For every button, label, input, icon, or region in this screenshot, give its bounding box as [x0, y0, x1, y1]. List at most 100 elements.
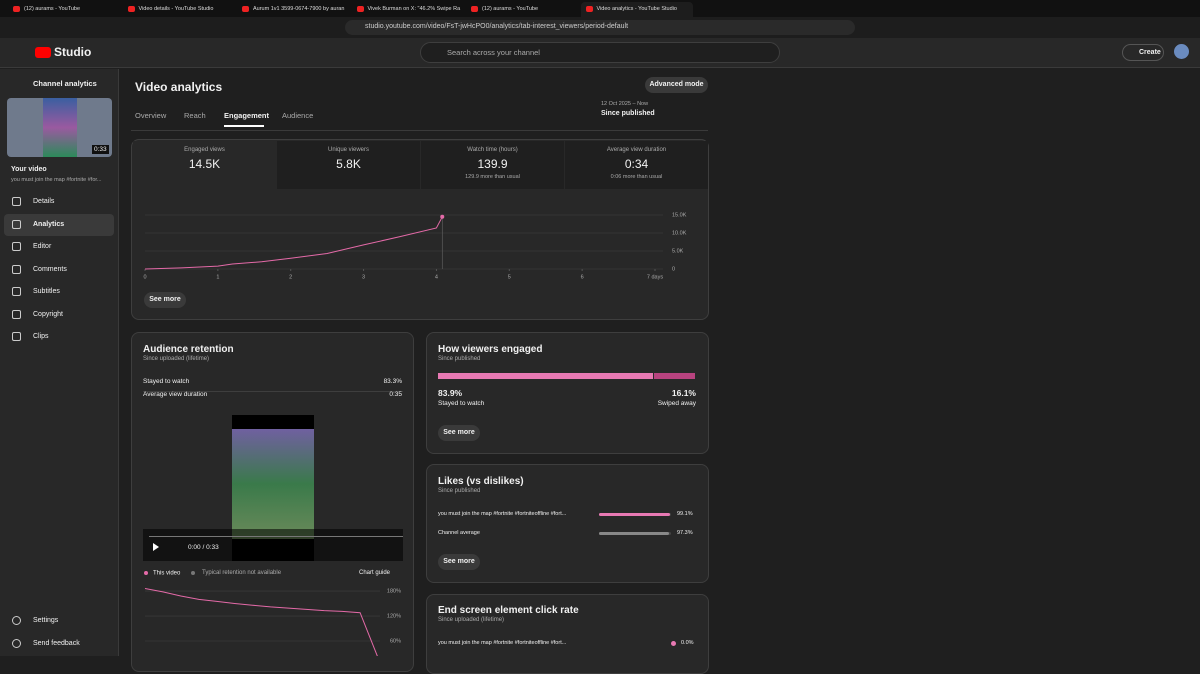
- nav-icon: [12, 332, 21, 341]
- nav-item[interactable]: Details: [33, 198, 55, 205]
- tab-title: Video details - YouTube Studio: [138, 6, 214, 12]
- logo[interactable]: Studio: [54, 45, 92, 59]
- player-time: 0:00 / 0:33: [188, 544, 219, 551]
- address-row: studio.youtube.com/video/FsT-jwHcPO0/ana…: [0, 17, 1200, 38]
- tab-favicon: [242, 6, 249, 12]
- search-placeholder: Search across your channel: [447, 48, 540, 57]
- engaged-card: How viewers engaged Since published See …: [426, 332, 709, 454]
- typical-note: Typical retention not available: [202, 570, 282, 576]
- nav-icon: [12, 197, 21, 206]
- page-tab[interactable]: Reach: [184, 111, 206, 120]
- row-label: Channel average: [438, 530, 480, 536]
- period[interactable]: Since published: [601, 110, 655, 117]
- avatar[interactable]: [1174, 44, 1189, 59]
- row-value: 83.3%: [383, 378, 402, 385]
- browser-tab[interactable]: (12) aurams - YouTube: [466, 2, 578, 17]
- card-subtitle: Since published: [438, 488, 481, 494]
- metric-value: 139.9: [477, 157, 508, 171]
- row-value: 0:35: [389, 391, 402, 398]
- nav-item[interactable]: Copyright: [33, 310, 63, 318]
- browser-tab[interactable]: Vivek Burman on X: "46.2% Swipe Ra: [352, 2, 464, 17]
- rate-dot: [671, 641, 676, 646]
- search-box[interactable]: [420, 42, 780, 63]
- value-label: 0.0%: [681, 640, 694, 646]
- see-more[interactable]: See more: [438, 554, 480, 570]
- scrubber[interactable]: [149, 536, 403, 537]
- page-tab[interactable]: Audience: [282, 111, 314, 120]
- card-subtitle: Since uploaded (lifetime): [438, 617, 505, 623]
- advanced-mode[interactable]: Advanced mode: [645, 77, 708, 93]
- row-label: you must join the map #fortnite #fortnit…: [438, 640, 567, 646]
- logo-icon[interactable]: [35, 47, 51, 58]
- page-title: Video analytics: [135, 80, 223, 94]
- page-tab[interactable]: Overview: [135, 111, 167, 120]
- browser-tab[interactable]: Video analytics - YouTube Studio: [580, 2, 693, 17]
- player-controls: 0:00 / 0:33: [143, 529, 403, 561]
- play-button[interactable]: [153, 543, 159, 551]
- nav-active: [4, 213, 114, 236]
- nav-item[interactable]: Clips: [33, 333, 49, 340]
- tab-favicon: [13, 6, 20, 12]
- tab-favicon: [127, 6, 135, 12]
- url: studio.youtube.com/video/FsT-jwHcPO0/ana…: [365, 23, 629, 30]
- browser-tab[interactable]: Video details - YouTube Studio: [123, 2, 235, 17]
- tab-title: Vivek Burman on X: "46.2% Swipe Ra: [367, 6, 461, 12]
- metric-note: 0:06 more than usual: [610, 174, 663, 180]
- metric-value: 5.8K: [336, 157, 361, 171]
- metric-tile[interactable]: Average view duration 0:34 0:06 more than …: [565, 141, 708, 189]
- tab-title: (12) aurams - YouTube: [24, 6, 81, 12]
- value-label: 99.1%: [677, 511, 693, 517]
- metric-value: 14.5K: [188, 157, 221, 171]
- card-title: Audience retention: [143, 344, 234, 355]
- browser-tab[interactable]: (12) aurams - YouTube: [8, 2, 120, 17]
- video-frame: [232, 429, 314, 539]
- metric-tile[interactable]: Engaged views 14.5K: [133, 141, 276, 189]
- value-label: 97.3%: [677, 530, 693, 536]
- chart-guide[interactable]: Chart guide: [359, 570, 391, 576]
- segment-label: Swiped away: [657, 400, 696, 407]
- card-title: Likes (vs dislikes): [438, 476, 524, 487]
- value-label: 83.9%: [438, 388, 463, 398]
- row-label: Stayed to watch: [143, 378, 190, 385]
- see-more[interactable]: See more: [144, 292, 186, 308]
- engaged-bar: [438, 373, 654, 379]
- metric-tile[interactable]: Watch time (hours) 139.9 129.9 more than u…: [421, 141, 564, 189]
- page-tab[interactable]: Engagement: [224, 111, 270, 120]
- nav-item[interactable]: Editor: [33, 243, 52, 250]
- nav-item[interactable]: Send feedback: [33, 639, 80, 647]
- studio-header: Studio Search across your channel Create: [0, 38, 1200, 68]
- browser-tab[interactable]: Aurum 1v1 3599-0674-7900 by auran: [237, 2, 349, 17]
- sidebar-title: Channel analytics: [33, 79, 97, 88]
- metric-tile[interactable]: Unique viewers 5.8K: [277, 141, 420, 189]
- card-title: How viewers engaged: [438, 344, 543, 355]
- sidebar: Channel analytics 0:33 Your video you mu…: [0, 69, 119, 656]
- metric-label: Watch time (hours): [467, 147, 518, 153]
- nav-icon: [12, 309, 21, 319]
- nav-item[interactable]: Analytics: [33, 220, 65, 228]
- row-label: you must join the map #fortnite #fortnit…: [438, 511, 567, 517]
- row-label: Average view duration: [143, 391, 208, 398]
- likes-bar: [599, 513, 671, 516]
- tab-title: (12) aurams - YouTube: [482, 6, 539, 12]
- create-button[interactable]: Create: [1122, 44, 1164, 61]
- address-bar[interactable]: [345, 20, 855, 35]
- tab-favicon: [356, 6, 364, 12]
- card-title: End screen element click rate: [438, 605, 579, 616]
- tab-favicon: [471, 6, 478, 12]
- end-screen-card: End screen element click rate Since uplo…: [426, 594, 709, 674]
- divider: [131, 130, 708, 131]
- nav-item[interactable]: Settings: [33, 617, 59, 624]
- nav-icon: [12, 638, 21, 648]
- metric-value: 0:34: [624, 157, 649, 171]
- value-label: 16.1%: [671, 388, 696, 398]
- video-title: you must join the map #fortnite #for...: [11, 177, 102, 183]
- period-range: 12 Oct 2025 – Now: [601, 101, 649, 107]
- nav-icon: [12, 287, 21, 296]
- segment-label: Stayed to watch: [438, 400, 485, 407]
- engaged-bar: [654, 373, 695, 379]
- see-more[interactable]: See more: [438, 425, 480, 441]
- tab-title: Aurum 1v1 3599-0674-7900 by auran: [253, 6, 345, 12]
- nav-item[interactable]: Comments: [33, 265, 67, 273]
- nav-item[interactable]: Subtitles: [33, 288, 60, 295]
